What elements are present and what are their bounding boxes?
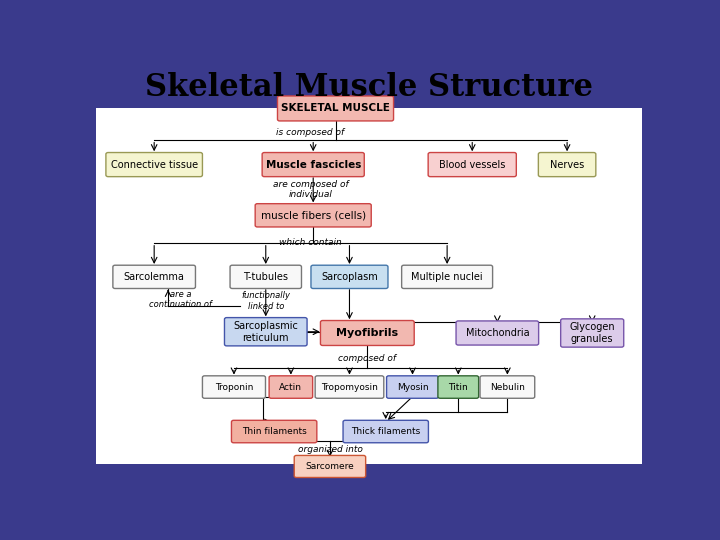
FancyBboxPatch shape [269, 376, 312, 399]
Text: organized into: organized into [297, 446, 362, 454]
FancyBboxPatch shape [561, 319, 624, 347]
Text: Glycogen
granules: Glycogen granules [570, 322, 615, 344]
Text: Blood vessels: Blood vessels [439, 160, 505, 170]
Text: functionally
linked to: functionally linked to [241, 291, 290, 310]
Text: Thin filaments: Thin filaments [242, 427, 307, 436]
Text: Connective tissue: Connective tissue [111, 160, 198, 170]
Text: Myofibrils: Myofibrils [336, 328, 398, 338]
FancyBboxPatch shape [402, 265, 492, 288]
FancyBboxPatch shape [231, 420, 317, 443]
Text: Mitochondria: Mitochondria [466, 328, 529, 338]
FancyBboxPatch shape [480, 376, 535, 399]
FancyBboxPatch shape [230, 265, 302, 288]
FancyBboxPatch shape [225, 318, 307, 346]
Text: Sarcoplasm: Sarcoplasm [321, 272, 378, 282]
Text: Sarcomere: Sarcomere [305, 462, 354, 471]
Text: Troponin: Troponin [215, 382, 253, 392]
Text: Skeletal Muscle Structure: Skeletal Muscle Structure [145, 72, 593, 103]
FancyBboxPatch shape [294, 455, 366, 477]
Text: Tropomyosin: Tropomyosin [321, 382, 378, 392]
FancyBboxPatch shape [456, 321, 539, 345]
Text: Titin: Titin [449, 382, 468, 392]
Text: muscle fibers (cells): muscle fibers (cells) [261, 210, 366, 220]
FancyBboxPatch shape [311, 265, 388, 288]
Text: Sarcolemma: Sarcolemma [124, 272, 184, 282]
Text: Nebulin: Nebulin [490, 382, 525, 392]
Text: Multiple nuclei: Multiple nuclei [411, 272, 483, 282]
Text: Myosin: Myosin [397, 382, 428, 392]
FancyBboxPatch shape [277, 96, 394, 121]
Bar [90, 65, 648, 111]
Text: Sarcoplasmic
reticulum: Sarcoplasmic reticulum [233, 321, 298, 342]
FancyBboxPatch shape [113, 265, 195, 288]
Text: SKELETAL MUSCLE: SKELETAL MUSCLE [281, 104, 390, 113]
Text: which contain: which contain [279, 238, 342, 247]
Text: are a
continuation of: are a continuation of [150, 289, 212, 309]
FancyBboxPatch shape [106, 152, 202, 177]
FancyBboxPatch shape [428, 152, 516, 177]
Text: Muscle fascicles: Muscle fascicles [266, 160, 361, 170]
FancyBboxPatch shape [202, 376, 266, 399]
FancyBboxPatch shape [387, 376, 438, 399]
FancyBboxPatch shape [315, 376, 384, 399]
FancyBboxPatch shape [539, 152, 596, 177]
Text: composed of: composed of [338, 354, 396, 363]
Bar [90, 464, 648, 481]
FancyBboxPatch shape [343, 420, 428, 443]
Text: are composed of
individual: are composed of individual [273, 180, 348, 199]
Text: T-tubules: T-tubules [243, 272, 288, 282]
FancyBboxPatch shape [262, 152, 364, 177]
Text: is composed of: is composed of [276, 127, 344, 137]
Bar [96, 109, 642, 464]
Text: Nerves: Nerves [550, 160, 584, 170]
Text: Actin: Actin [279, 382, 302, 392]
FancyBboxPatch shape [438, 376, 479, 399]
Text: Thick filaments: Thick filaments [351, 427, 420, 436]
FancyBboxPatch shape [320, 321, 414, 346]
FancyBboxPatch shape [255, 204, 372, 227]
